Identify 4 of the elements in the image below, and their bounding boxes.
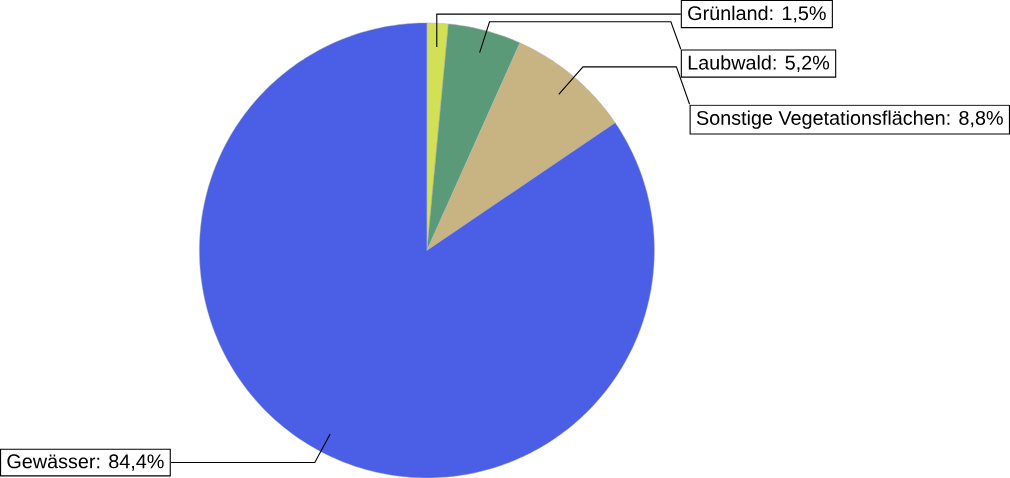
slice-label: Grünland: 1,5% <box>688 5 826 23</box>
slice-label: Laubwald: 5,2% <box>688 55 830 72</box>
slice-label: Gewässer: 84,4% <box>7 454 164 471</box>
slice-label: Sonstige Vegetationsflächen: 8,8% <box>696 110 1003 129</box>
